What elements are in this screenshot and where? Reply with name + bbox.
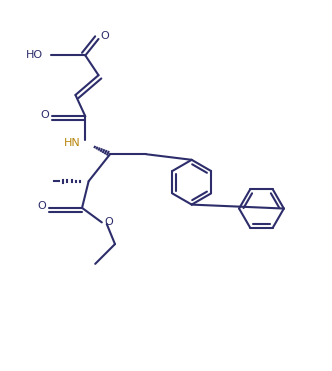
Text: O: O	[38, 201, 46, 211]
Text: O: O	[105, 217, 114, 227]
Text: HO: HO	[26, 50, 42, 60]
Text: HN: HN	[64, 138, 81, 148]
Text: O: O	[41, 111, 49, 120]
Text: O: O	[100, 31, 109, 41]
